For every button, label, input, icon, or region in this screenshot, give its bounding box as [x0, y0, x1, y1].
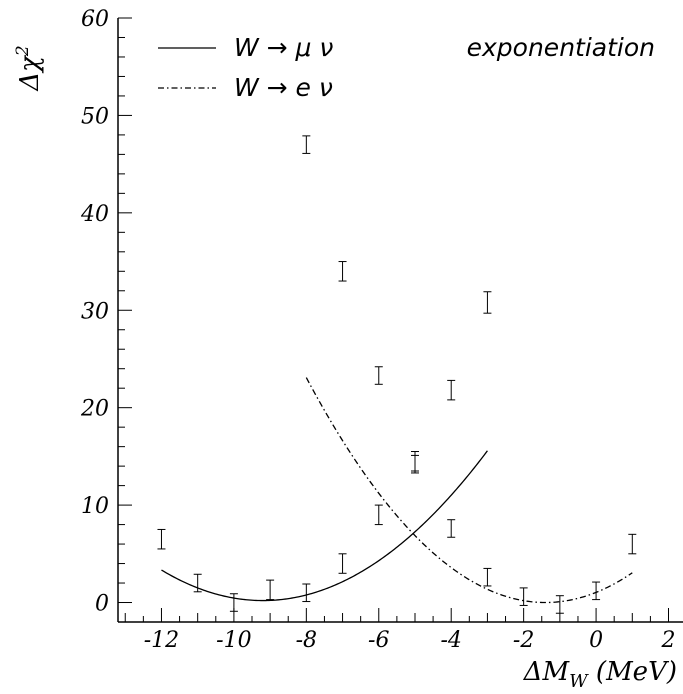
- data-point-electron: [592, 581, 601, 601]
- data-point-muon: [229, 593, 238, 612]
- y-tick-label: 30: [81, 299, 109, 324]
- data-points: [157, 135, 637, 614]
- data-point-muon: [483, 291, 492, 314]
- data-point-electron: [410, 454, 419, 474]
- data-point-muon: [193, 573, 202, 593]
- data-point-electron: [338, 261, 347, 282]
- data-point-muon: [447, 379, 456, 401]
- data-point-muon: [338, 553, 347, 574]
- x-axis-label-text: ΔMW (MeV): [523, 657, 677, 692]
- data-point-muon: [302, 583, 311, 603]
- annotation-text: exponentiation: [467, 33, 655, 62]
- data-point-electron: [483, 567, 492, 587]
- y-axis-label: Δχ2: [13, 45, 45, 91]
- fit-curve-electron: [305, 377, 633, 604]
- data-point-muon: [374, 504, 383, 526]
- x-tick-label: -4: [440, 628, 461, 653]
- data-point-electron: [555, 595, 564, 614]
- data-point-muon: [266, 579, 275, 601]
- x-tick-label: 0: [589, 628, 603, 653]
- x-tick-label: -2: [513, 628, 534, 653]
- y-tick-label: 40: [80, 202, 109, 227]
- y-tick-label: 10: [81, 494, 109, 519]
- y-tick-label: 20: [80, 397, 109, 422]
- legend: W → μ ν W → e ν: [158, 33, 333, 102]
- y-tick-label: 50: [81, 104, 109, 129]
- data-point-electron: [374, 366, 383, 385]
- x-axis-label: ΔMW (MeV): [523, 657, 677, 692]
- fit-curve-muon: [161, 450, 488, 602]
- x-tick-label: -6: [368, 628, 389, 653]
- fit-curves: [161, 377, 633, 604]
- x-tick-label: 2: [661, 628, 676, 653]
- axes-frame: [117, 18, 683, 623]
- x-tick-label: -8: [296, 628, 317, 653]
- data-point-muon: [157, 528, 166, 550]
- y-tick-label: 0: [95, 592, 109, 617]
- x-tick-label: -12: [144, 628, 179, 653]
- data-point-electron: [447, 519, 456, 538]
- x-tick-label: -10: [216, 628, 251, 653]
- legend-label-muon: W → μ ν: [234, 33, 333, 62]
- data-point-electron: [519, 587, 528, 606]
- legend-label-electron: W → e ν: [234, 73, 333, 102]
- data-point-electron: [628, 533, 637, 555]
- data-point-electron: [302, 135, 311, 154]
- y-tick-label: 60: [81, 7, 109, 32]
- y-axis-label-text: Δχ2: [13, 45, 45, 91]
